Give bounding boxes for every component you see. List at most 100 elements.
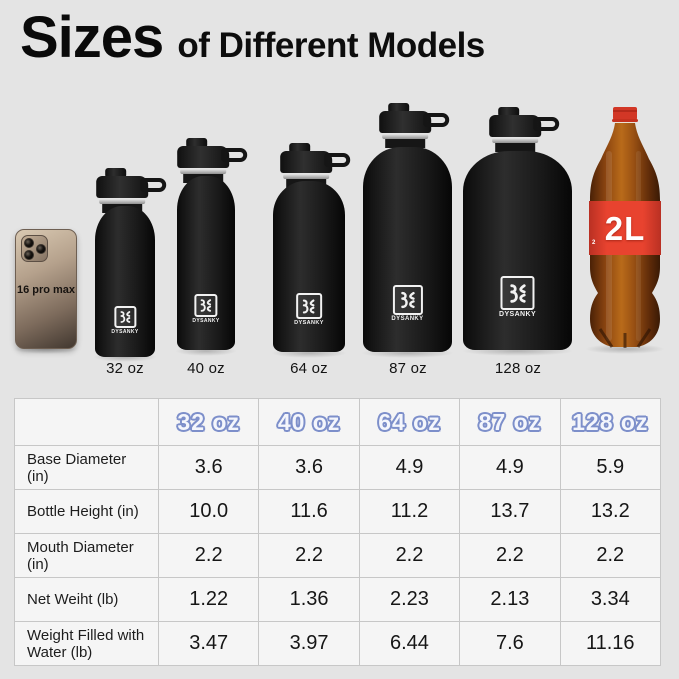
brand-logo: DYSANKY [192,294,219,324]
brand-logo: DYSANKY [294,293,324,326]
cell-value: 11.2 [358,489,461,534]
lid-handle [532,117,559,131]
table-header-row: 32 oz 40 oz 64 oz 87 oz 128 oz [14,398,662,446]
steel-band [491,138,538,143]
row-label-mouth-diameter: Mouth Diameter (in) [14,533,159,578]
bottle-40oz: DYSANKY [177,138,248,350]
bottle-body: DYSANKY [463,151,572,350]
bottle-shadow [461,346,574,356]
camera-lens-icon [36,244,46,254]
cell-value: 1.36 [258,577,360,622]
brand-logo-icon [114,306,136,328]
cell-value: 4.9 [459,445,561,490]
bottle-neck [494,140,535,152]
brand-logo: DYSANKY [391,285,423,322]
cell-value: 2.2 [258,533,360,578]
lid-knob [387,103,409,112]
table-row: Weight Filled with Water (lb) 3.47 3.97 … [14,621,662,666]
lid-knob [289,143,311,152]
cola-shadow [585,344,665,354]
bottle-size-label: 128 oz [494,360,542,377]
bottle-64oz: DYSANKY [273,143,351,352]
page-title: Sizes of Different Models [20,4,485,71]
bottle-shadow [361,348,454,358]
lid-handle [221,148,248,162]
bottle-128oz: DYSANKY [463,107,572,350]
brand-logo-icon [295,293,322,319]
spout-lid [177,146,230,168]
brand-name: DYSANKY [294,320,324,326]
lid-handle [324,153,351,167]
title-subtitle: of Different Models [177,26,485,65]
camera-lens-icon [24,238,34,248]
row-label-bottle-height: Bottle Height (in) [14,489,159,534]
bottle-shadow [175,346,237,356]
table-row: Mouth Diameter (in) 2.2 2.2 2.2 2.2 2.2 [14,533,662,578]
cell-value: 11.16 [559,621,662,666]
lid-handle [140,178,167,192]
bottle-body: DYSANKY [95,206,155,357]
header-128oz: 128 oz [559,398,662,446]
brand-name: DYSANKY [498,311,537,318]
bottle-body: DYSANKY [273,181,345,352]
lid-handle [422,113,449,127]
steel-band [283,174,330,179]
table-row: Bottle Height (in) 10.0 11.6 11.2 13.7 1… [14,489,662,534]
spout-lid [96,176,149,198]
lid-knob [186,138,208,147]
phone-shadow [13,344,79,354]
cell-value: 6.44 [358,621,461,666]
header-empty-cell [14,398,159,446]
cell-value: 3.34 [559,577,662,622]
bottle-body: DYSANKY [177,176,235,350]
cell-value: 7.6 [459,621,561,666]
row-label-filled-weight: Weight Filled with Water (lb) [14,621,159,666]
header-64oz: 64 oz [358,398,461,446]
lid-knob [497,107,519,116]
cell-value: 2.2 [559,533,662,578]
brand-name: DYSANKY [391,316,424,322]
brand-logo-icon [194,294,218,317]
bottle-size-label: 32 oz [106,360,144,377]
size-comparison-table: 32 oz 40 oz 64 oz 87 oz 128 oz Base Diam… [14,398,662,666]
cola-bottle-graphic [589,107,661,348]
header-32oz: 32 oz [157,398,260,446]
bottle-lid [488,107,559,152]
cell-value: 2.13 [459,577,561,622]
camera-lens-icon [24,250,34,260]
row-label-net-weight: Net Weiht (lb) [14,577,159,622]
header-40oz: 40 oz [258,398,360,446]
cell-value: 2.2 [459,533,561,578]
cell-value: 2.2 [157,533,260,578]
bottle-32oz: DYSANKY [95,168,167,357]
steel-band [99,199,146,204]
table-row: Base Diameter (in) 3.6 3.6 4.9 4.9 5.9 [14,445,662,490]
cell-value: 11.6 [258,489,360,534]
table-row: Net Weiht (lb) 1.22 1.36 2.23 2.13 3.34 [14,577,662,622]
header-87oz: 87 oz [459,398,561,446]
cell-value: 3.6 [157,445,260,490]
bottle-size-label: 40 oz [187,360,225,377]
cell-value: 10.0 [157,489,260,534]
cola-2l-bottle: 2L 2 [586,107,664,350]
cola-volume-label: 2L [604,210,646,247]
steel-band [180,169,227,174]
cell-value: 2.2 [358,533,461,578]
cell-value: 3.47 [157,621,260,666]
bottle-size-label: 64 oz [290,360,328,377]
bottle-body: DYSANKY [363,147,452,352]
cell-value: 5.9 [559,445,662,490]
lid-knob [105,168,127,177]
cola-side-mark: 2 [592,240,596,246]
bottle-size-label: 87 oz [389,360,427,377]
phone-16-pro-max: 16 pro max [15,229,77,349]
title-main: Sizes [20,5,164,70]
cell-value: 3.97 [258,621,360,666]
cell-value: 2.23 [358,577,461,622]
bottle-shadow [271,348,347,358]
brand-name: DYSANKY [192,318,220,324]
spout-lid [488,115,541,137]
steel-band [381,134,428,139]
cell-value: 13.2 [559,489,662,534]
brand-logo: DYSANKY [111,306,138,335]
